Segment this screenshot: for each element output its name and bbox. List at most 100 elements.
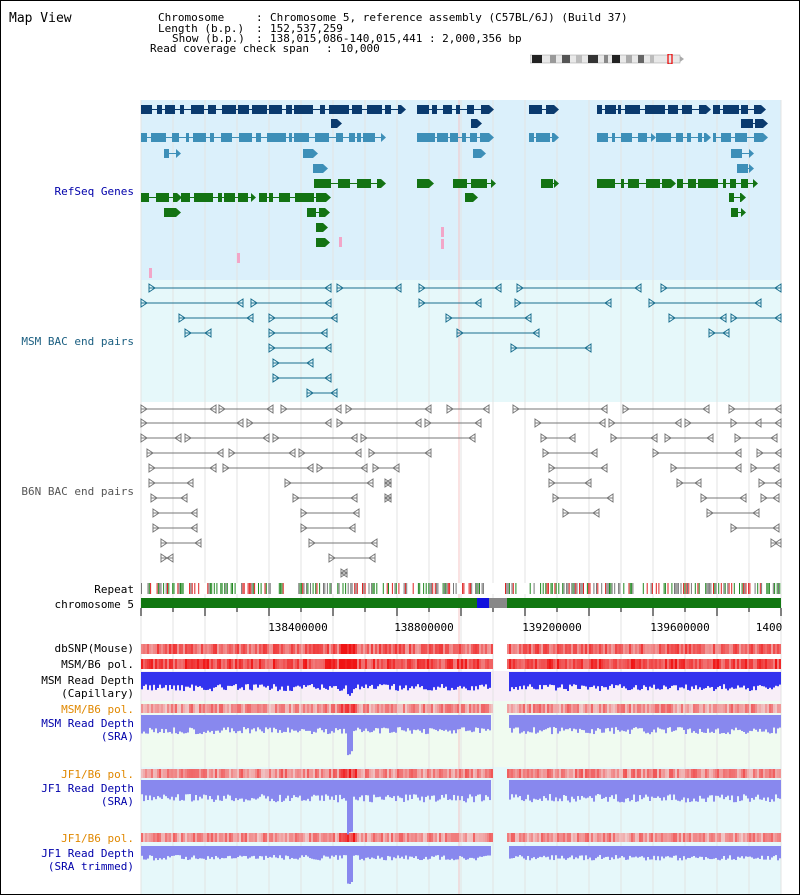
b6n-bac-pair-end [209,404,217,414]
read-depth-bar [387,715,389,729]
polymorphism-cell [411,704,413,713]
polymorphism-cell [203,659,205,669]
polymorphism-cell [599,704,601,713]
polymorphism-cell [591,704,593,713]
polymorphism-cell [367,644,369,654]
read-depth-bar [635,672,637,686]
track-label-msm-depth-cap[interactable]: MSM Read Depth (Capillary) [41,674,134,700]
track-label-b6n-bac[interactable]: B6N BAC end pairs [21,485,134,498]
read-depth-bar [271,672,273,689]
polymorphism-cell [373,644,375,654]
repeat-element [774,583,776,594]
track-label-repeat[interactable]: Repeat [94,583,134,596]
polymorphism-cell [391,769,393,778]
gene-exon [286,105,292,114]
polymorphism-cell [627,833,629,842]
track-label-msm-bac[interactable]: MSM BAC end pairs [21,335,134,348]
read-depth-bar [399,715,401,728]
polymorphism-cell [601,644,603,654]
read-depth-bar [333,780,335,800]
track-label-msm-b6-pol[interactable]: MSM/B6 pol. [61,658,134,671]
polymorphism-cell [407,659,409,669]
polymorphism-cell [371,704,373,713]
read-depth-bar [539,780,541,799]
polymorphism-cell [735,704,737,713]
read-depth-bar [199,715,201,734]
track-label-jf1-depth-sra[interactable]: JF1 Read Depth (SRA) [41,782,134,808]
polymorphism-cell [737,704,739,713]
polymorphism-cell [667,659,669,669]
b6n-bac-pair-end [216,448,224,458]
polymorphism-cell [683,704,685,713]
b6n-bac-pair-end [702,404,710,414]
track-label-msm-depth-sra[interactable]: MSM Read Depth (SRA) [41,717,134,743]
read-depth-bar [291,715,293,730]
read-depth-bar [335,780,337,796]
read-depth-bar [271,715,273,733]
repeat-element [432,583,434,594]
read-depth-bar [461,672,463,689]
read-depth-bar [551,780,553,801]
read-depth-bar [609,846,611,861]
track-label-refseq[interactable]: RefSeq Genes [54,185,134,198]
read-depth-bar [385,672,387,685]
polymorphism-cell [349,769,351,778]
read-depth-bar [745,715,747,734]
repeat-element [429,583,431,594]
polymorphism-cell [363,644,365,654]
read-depth-bar [511,672,513,688]
track-label-jf1-depth-trim[interactable]: JF1 Read Depth (SRA trimmed) [41,847,134,873]
read-depth-bar [675,672,677,686]
track-label-chromosome[interactable]: chromosome 5 [54,598,134,611]
read-depth-bar [633,672,635,688]
read-depth-bar [597,780,599,795]
read-depth-bar [195,846,197,859]
read-depth-bar [677,672,679,691]
polymorphism-cell [449,659,451,669]
polymorphism-cell [565,704,567,713]
gene-strand-arrow [401,105,406,114]
polymorphism-cell [301,704,303,713]
read-depth-bar [427,672,429,691]
read-depth-bar [183,846,185,860]
read-depth-bar [259,672,261,685]
read-depth-bar [243,672,245,691]
track-label-dbsnp[interactable]: dbSNP(Mouse) [54,642,134,655]
read-depth-bar [211,715,213,731]
gene-strand-arrow [741,193,746,202]
polymorphism-cell [657,659,659,669]
read-depth-bar [479,715,481,733]
polymorphism-cell [541,769,543,778]
repeat-element [555,583,557,594]
polymorphism-cell [363,704,365,713]
read-depth-bar [597,846,599,857]
read-depth-bar [663,846,665,859]
polymorphism-cell [735,833,737,842]
read-depth-bar [753,846,755,859]
read-depth-bar [143,715,145,732]
track-label-jf1-b6-pol[interactable]: JF1/B6 pol. [61,768,134,781]
read-depth-bar [695,672,697,686]
polymorphism-cell [547,833,549,842]
b6n-bac-pair-end [370,538,378,548]
b6n-bac-track [140,404,782,578]
polymorphism-cell [339,769,341,778]
track-label-msm-b6-pol-sra[interactable]: MSM/B6 pol. [61,703,134,716]
polymorphism-cell [245,833,247,842]
chromosome-ideogram[interactable] [530,54,684,64]
read-depth-bar [605,846,607,857]
polymorphism-cell [649,769,651,778]
polymorphism-cell [687,833,689,842]
polymorphism-cell [551,833,553,842]
gene-exon [462,133,466,142]
polymorphism-cell [547,659,549,669]
msm-depth-cap-line1: MSM Read Depth [41,674,134,687]
track-label-jf1-b6-pol-2[interactable]: JF1/B6 pol. [61,832,134,845]
b6n-bac-pair-end [186,478,194,488]
polymorphism-cell [603,644,605,654]
polymorphism-cell [473,704,475,713]
polymorphism-cell [217,769,219,778]
read-depth-bar [393,715,395,732]
polymorphism-cell [153,769,155,778]
